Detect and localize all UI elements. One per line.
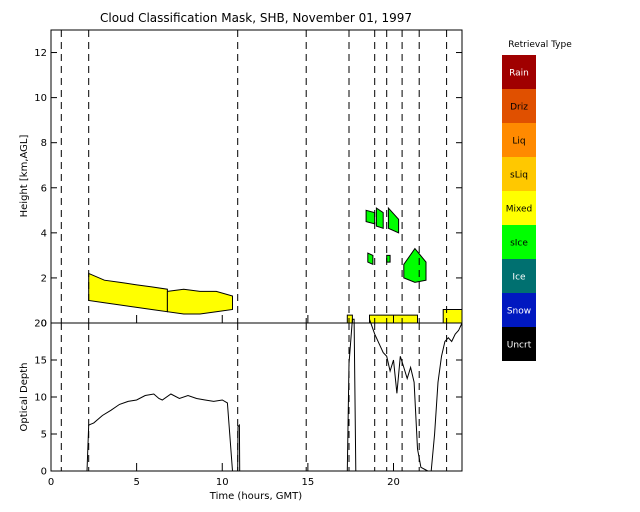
optical-depth-series bbox=[86, 318, 463, 472]
legend-swatch-ice bbox=[502, 259, 536, 293]
legend-swatch-sliq bbox=[502, 157, 536, 191]
chart-title: Cloud Classification Mask, SHB, November… bbox=[100, 11, 412, 25]
optical-depth-y-tick-label-0: 0 bbox=[41, 467, 47, 478]
optical-depth-y-axis-label: Optical Depth bbox=[19, 363, 30, 432]
legend: Retrieval Type Rain Driz Liq sLiq Mixed sIce I… bbox=[502, 40, 572, 361]
x-tick-label-3: 15 bbox=[302, 477, 315, 488]
mask-y-axis-label: Height [km,AGL] bbox=[19, 135, 30, 218]
mask-x-ticks bbox=[50, 315, 394, 323]
legend-title: Retrieval Type bbox=[508, 40, 572, 50]
mask-panel-frame bbox=[50, 29, 463, 324]
legend-label-mixed: Mixed bbox=[506, 205, 533, 215]
optical-depth-line-2 bbox=[346, 318, 357, 472]
legend-swatch-driz bbox=[502, 89, 536, 123]
optical-depth-y-ticks: 0 5 10 15 20 bbox=[34, 319, 462, 478]
mask-vertical-lines bbox=[60, 30, 448, 323]
legend-label-uncrt: Uncrt bbox=[507, 341, 532, 351]
legend-label-ice: Ice bbox=[512, 273, 526, 283]
legend-swatch-rain bbox=[502, 55, 536, 89]
x-tick-label-1: 5 bbox=[133, 477, 139, 488]
legend-swatch-mixed bbox=[502, 191, 536, 225]
legend-swatch-liq bbox=[502, 123, 536, 157]
cloud-region-0 bbox=[88, 272, 168, 313]
legend-label-sliq: sLiq bbox=[510, 171, 528, 181]
optical-depth-panel: 0 5 10 15 20 0 5 10 15 20 Optical Depth bbox=[19, 318, 463, 488]
x-axis-label: Time (hours, GMT) bbox=[209, 491, 303, 502]
cloud-region-5 bbox=[365, 209, 376, 225]
cloud-region-10 bbox=[386, 254, 391, 263]
legend-label-driz: Driz bbox=[510, 103, 528, 113]
mask-panel: 0 2 4 6 8 10 12 Height [km,AGL] bbox=[19, 29, 463, 330]
x-tick-label-0: 0 bbox=[48, 477, 54, 488]
optical-depth-y-tick-label-3: 15 bbox=[34, 356, 47, 367]
mask-y-tick-label-1: 2 bbox=[41, 273, 47, 284]
cloud-region-2 bbox=[346, 314, 353, 324]
optical-depth-x-ticks: 0 5 10 15 20 bbox=[48, 463, 400, 488]
cloud-region-7 bbox=[387, 206, 400, 234]
cloud-regions bbox=[88, 206, 463, 324]
optical-depth-vertical-lines bbox=[60, 323, 448, 471]
x-tick-label-2: 10 bbox=[216, 477, 229, 488]
legend-swatch-uncrt bbox=[502, 327, 536, 361]
optical-depth-y-tick-label-2: 10 bbox=[34, 393, 47, 404]
mask-y-tick-label-3: 6 bbox=[41, 183, 47, 194]
cloud-region-4 bbox=[442, 309, 463, 324]
legend-swatch-sice bbox=[502, 225, 536, 259]
legend-swatch-snow bbox=[502, 293, 536, 327]
mask-y-tick-label-5: 10 bbox=[34, 93, 47, 104]
mask-y-tick-label-4: 8 bbox=[41, 138, 47, 149]
cloud-region-1 bbox=[166, 288, 233, 315]
cloud-region-8 bbox=[367, 252, 374, 266]
mask-y-tick-label-6: 12 bbox=[34, 48, 47, 59]
optical-depth-y-tick-label-4: 20 bbox=[34, 319, 47, 330]
mask-y-tick-label-2: 4 bbox=[41, 228, 47, 239]
legend-label-rain: Rain bbox=[509, 69, 529, 79]
optical-depth-line-3 bbox=[369, 319, 429, 472]
optical-depth-y-tick-label-1: 5 bbox=[41, 430, 47, 441]
cloud-region-9 bbox=[403, 247, 427, 283]
mask-y-tick-label-0: 0 bbox=[41, 319, 47, 330]
x-tick-label-4: 20 bbox=[387, 477, 400, 488]
cloud-region-6 bbox=[375, 207, 384, 229]
optical-depth-panel-frame bbox=[50, 322, 463, 472]
legend-label-liq: Liq bbox=[512, 137, 525, 147]
legend-label-sice: sIce bbox=[510, 239, 528, 249]
optical-depth-line-0 bbox=[86, 393, 233, 472]
legend-label-snow: Snow bbox=[507, 307, 531, 317]
